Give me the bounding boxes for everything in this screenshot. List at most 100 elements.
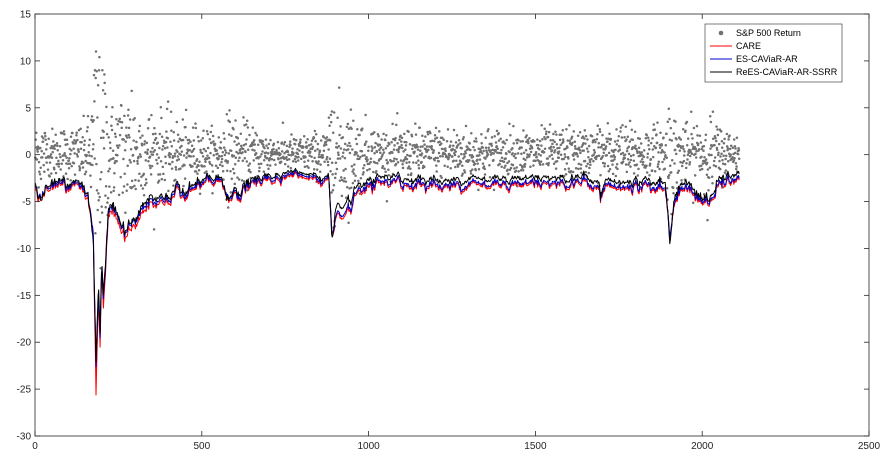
return-point — [704, 133, 708, 136]
return-point — [446, 165, 449, 168]
return-point — [249, 170, 252, 174]
return-point — [378, 143, 382, 146]
return-point — [553, 151, 556, 154]
return-point — [179, 153, 183, 156]
return-point — [492, 158, 495, 162]
return-point — [254, 152, 258, 155]
return-point — [248, 133, 251, 137]
return-point — [581, 135, 585, 138]
return-point — [252, 138, 256, 142]
return-point — [338, 133, 341, 137]
return-point — [600, 143, 604, 147]
return-point — [621, 160, 625, 164]
return-point — [152, 141, 156, 145]
return-point — [721, 162, 725, 166]
return-point — [540, 144, 543, 147]
return-point — [419, 149, 422, 153]
return-point — [501, 146, 505, 149]
return-point — [129, 148, 133, 151]
return-point — [568, 139, 572, 142]
return-point — [164, 140, 168, 144]
return-point — [133, 116, 136, 120]
return-point — [685, 143, 689, 147]
return-point — [78, 168, 81, 172]
return-point — [144, 178, 148, 181]
return-point — [47, 137, 50, 141]
return-point — [639, 160, 643, 163]
return-point — [484, 146, 488, 150]
return-point — [334, 172, 337, 176]
return-point — [298, 149, 301, 152]
return-point — [340, 178, 344, 182]
axes-layer: 0 500 1000 1500 2000 2500 -30 -25 -20 -15 -10 -5 0 5 1… — [17, 10, 881, 452]
return-point — [154, 136, 158, 140]
return-point — [289, 166, 293, 170]
return-point — [724, 157, 727, 161]
return-point — [176, 155, 180, 158]
return-point — [198, 192, 202, 195]
return-point — [723, 137, 726, 141]
return-point — [170, 145, 174, 148]
return-point — [611, 163, 614, 166]
legend-label: S&P 500 Return — [736, 28, 801, 38]
return-point — [669, 126, 673, 130]
return-point — [98, 55, 101, 59]
return-point — [683, 150, 686, 153]
return-point — [632, 153, 635, 157]
return-point — [294, 160, 298, 163]
return-point — [445, 139, 449, 143]
return-point — [143, 140, 147, 143]
return-point — [597, 142, 601, 145]
return-point — [268, 164, 272, 167]
return-point — [45, 143, 49, 146]
return-point — [331, 173, 334, 176]
return-point — [53, 147, 56, 150]
return-point — [302, 135, 306, 138]
return-point — [171, 160, 174, 164]
return-point — [514, 152, 517, 156]
return-point — [317, 153, 321, 156]
return-point — [665, 186, 669, 190]
return-point — [330, 191, 333, 194]
return-point — [174, 168, 178, 171]
return-point — [484, 136, 487, 139]
return-point — [520, 146, 523, 149]
return-point — [559, 153, 563, 156]
return-point — [693, 174, 697, 177]
return-point — [385, 133, 388, 137]
x-tick-label: 500 — [193, 441, 210, 452]
return-point — [524, 148, 528, 152]
return-point — [354, 174, 357, 178]
return-point — [613, 158, 616, 161]
return-point — [182, 184, 185, 188]
return-point — [575, 152, 579, 156]
return-point — [714, 164, 718, 168]
return-point — [56, 148, 59, 152]
return-point — [429, 156, 433, 160]
return-point — [95, 162, 98, 166]
return-point — [608, 142, 612, 146]
return-point — [733, 151, 737, 155]
return-point — [219, 140, 223, 144]
return-point — [577, 162, 581, 166]
return-point — [651, 137, 654, 140]
return-point — [257, 162, 261, 166]
return-point — [701, 159, 705, 163]
return-point — [503, 166, 506, 170]
return-point — [88, 138, 91, 142]
return-point — [200, 151, 204, 155]
return-point — [329, 169, 332, 173]
return-point — [131, 153, 135, 157]
return-point — [454, 141, 458, 144]
return-point — [734, 147, 737, 150]
return-point — [357, 185, 361, 188]
return-point — [222, 132, 226, 135]
return-point — [339, 147, 343, 150]
return-point — [454, 165, 457, 169]
return-point — [286, 150, 290, 154]
return-point — [723, 162, 727, 166]
return-point — [673, 148, 677, 152]
return-point — [105, 132, 109, 136]
return-point — [288, 140, 292, 143]
return-point — [496, 151, 499, 154]
